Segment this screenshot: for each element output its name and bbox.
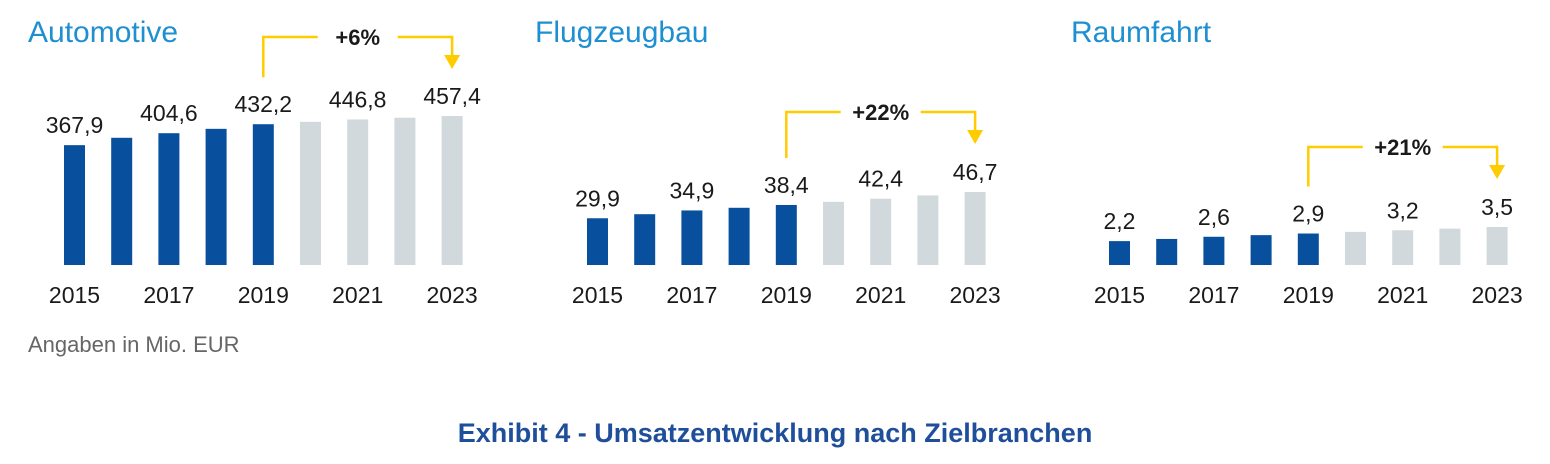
growth-arrowhead (967, 130, 984, 144)
growth-label: +21% (1374, 135, 1431, 160)
value-label-2019: 432,2 (235, 91, 293, 117)
bar-2023 (1486, 227, 1508, 265)
growth-label: +6% (335, 25, 380, 50)
panel-title-2: Flugzeugbau (535, 16, 708, 49)
x-tick-label: 2019 (238, 282, 289, 308)
value-label-2019: 2,9 (1292, 201, 1324, 227)
value-label-2015: 29,9 (575, 185, 620, 211)
value-label-2015: 367,9 (46, 112, 104, 138)
x-tick-label: 2019 (761, 282, 812, 308)
value-label-2021: 446,8 (329, 86, 387, 112)
x-tick-label: 2021 (1377, 282, 1428, 308)
bar-2017 (158, 133, 180, 265)
x-tick-label: 2019 (1283, 282, 1334, 308)
growth-bracket-right (397, 35, 454, 57)
bar-2021 (870, 198, 892, 265)
panel-title-3: Raumfahrt (1071, 16, 1212, 49)
value-label-2017: 34,9 (670, 177, 715, 203)
bar-2016 (634, 214, 656, 265)
bar-2018 (728, 207, 750, 265)
value-label-2021: 3,2 (1387, 197, 1419, 223)
bar-2023 (964, 192, 986, 265)
x-tick-label: 2017 (666, 282, 717, 308)
growth-bracket-right (920, 110, 977, 132)
exhibit-title: Exhibit 4 - Umsatzentwicklung nach Zielb… (457, 418, 1093, 448)
bar-2020 (823, 201, 844, 265)
bar-2022 (1439, 228, 1461, 265)
bar-2015 (587, 218, 608, 265)
bar-2019 (252, 124, 274, 265)
value-label-2017: 404,6 (140, 100, 198, 126)
bar-2023 (441, 116, 463, 265)
x-tick-label: 2015 (49, 282, 100, 308)
bar-2022 (917, 195, 939, 265)
bar-2015 (64, 145, 85, 265)
value-label-2015: 2,2 (1104, 208, 1136, 234)
growth-label: +22% (852, 100, 909, 125)
value-label-2019: 38,4 (764, 172, 809, 198)
x-tick-label: 2017 (143, 282, 194, 308)
value-label-2023: 457,4 (423, 83, 481, 109)
x-tick-label: 2015 (572, 282, 623, 308)
growth-arrowhead (1489, 165, 1506, 179)
growth-bracket-left (785, 110, 841, 158)
panel-title-1: Automotive (28, 16, 178, 49)
unit-note: Angaben in Mio. EUR (28, 332, 240, 357)
growth-bracket-left (262, 35, 318, 78)
bar-2016 (1156, 238, 1178, 265)
bar-2016 (111, 137, 133, 265)
bar-2020 (1345, 231, 1366, 265)
x-tick-label: 2017 (1188, 282, 1239, 308)
value-label-2021: 42,4 (858, 166, 903, 192)
x-tick-label: 2021 (332, 282, 383, 308)
value-label-2017: 2,6 (1198, 204, 1230, 230)
x-tick-label: 2023 (950, 282, 1001, 308)
bar-2022 (394, 117, 416, 265)
bar-2019 (775, 204, 797, 265)
bar-2017 (1203, 236, 1225, 265)
growth-arrowhead (444, 55, 461, 69)
bar-2018 (205, 128, 227, 265)
bar-2019 (1297, 233, 1319, 265)
x-tick-label: 2015 (1094, 282, 1145, 308)
x-tick-label: 2021 (855, 282, 906, 308)
growth-bracket-right (1442, 145, 1499, 167)
x-tick-label: 2023 (427, 282, 478, 308)
x-tick-label: 2023 (1472, 282, 1523, 308)
value-label-2023: 46,7 (953, 159, 998, 185)
bar-2015 (1109, 241, 1130, 265)
bar-2021 (1392, 230, 1414, 265)
bar-2018 (1250, 235, 1272, 265)
bar-2021 (347, 119, 369, 265)
bar-2017 (681, 210, 703, 265)
bar-2020 (300, 121, 321, 266)
value-label-2023: 3,5 (1481, 194, 1513, 220)
growth-bracket-left (1307, 145, 1363, 187)
